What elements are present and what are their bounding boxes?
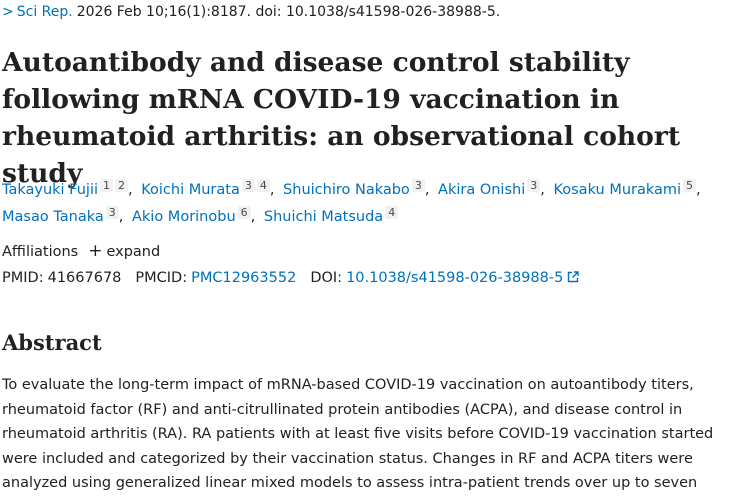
author-separator: , (696, 182, 701, 198)
affiliation-number[interactable]: 3 (105, 206, 119, 219)
author-link[interactable]: Shuichiro Nakabo (283, 182, 410, 198)
pmcid-label: PMCID: (135, 270, 188, 286)
author-separator: , (269, 182, 275, 198)
affiliations-expand-toggle[interactable]: + expand (78, 241, 161, 261)
identifiers-row: PMID: 41667678 PMCID: PMC12963552 DOI: 10.103… (2, 270, 580, 286)
plus-icon: + (88, 241, 103, 261)
journal-link[interactable]: Sci Rep. (16, 4, 73, 20)
author-entry: Akira Onishi 3, (438, 179, 549, 198)
abstract-line: rheumatoid arthritis (RA). RA patients w… (2, 426, 714, 442)
author-entry: Takayuki Fujii 1 2, (2, 179, 137, 198)
author-separator: , (250, 209, 256, 225)
author-separator: , (128, 182, 133, 198)
expand-label: expand (106, 244, 161, 260)
chevron-right-icon: > (2, 4, 14, 20)
author-link[interactable]: Shuichi Matsuda (263, 209, 384, 225)
author-entry: Koichi Murata 3 4, (141, 179, 278, 198)
affiliation-number[interactable]: 4 (385, 206, 399, 219)
external-link-icon (568, 271, 580, 283)
author-entry: Shuichiro Nakabo 3, (283, 179, 433, 198)
abstract-line: analyzed using generalized linear mixed … (2, 475, 698, 491)
author-separator: , (118, 209, 124, 225)
pmid-value: 41667678 (47, 270, 122, 286)
doi-value: 10.1038/s41598-026-38988-5 (346, 270, 564, 286)
affiliation-number[interactable]: 2 (115, 179, 128, 192)
affiliation-number[interactable]: 6 (237, 206, 251, 219)
abstract-text: To evaluate the long-term impact of mRNA… (2, 373, 748, 496)
affiliation-number[interactable]: 3 (527, 179, 541, 192)
pmcid-link[interactable]: PMC12963552 (191, 270, 297, 286)
author-entry: Akio Morinobu 6, (131, 206, 259, 225)
abstract-line: To evaluate the long-term impact of mRNA… (2, 377, 694, 393)
doi-label: DOI: (310, 270, 343, 286)
affiliation-number[interactable]: 5 (683, 179, 697, 192)
affiliations-row: Affiliations + expand (2, 241, 160, 261)
author-link[interactable]: Takayuki Fujii (2, 182, 98, 198)
author-separator: , (424, 182, 430, 198)
abstract-line: were included and categorized by their v… (2, 450, 693, 467)
author-separator: , (540, 182, 545, 198)
author-link[interactable]: Akira Onishi (438, 182, 526, 198)
abstract-heading: Abstract (2, 330, 102, 355)
affiliation-number[interactable]: 3 (241, 179, 255, 192)
author-link[interactable]: Kosaku Murakami (553, 182, 682, 198)
author-link[interactable]: Masao Tanaka (2, 209, 104, 225)
citation-line: > Sci Rep. 2026 Feb 10;16(1):8187. doi: 10… (2, 4, 500, 20)
affiliation-number[interactable]: 1 (100, 179, 113, 192)
author-entry: Kosaku Murakami 5, (553, 179, 704, 198)
article-title: Autoantibody and disease control stabili… (2, 47, 681, 189)
author-list: Takayuki Fujii 1 2, Koichi Murata 3 4, Shuic… (2, 177, 748, 231)
citation-details: 2026 Feb 10;16(1):8187. doi: 10.1038/s41… (76, 4, 501, 20)
abstract-line: rheumatoid factor (RF) and anti-citrulli… (2, 401, 683, 418)
author-entry: Shuichi Matsuda 4 (263, 206, 399, 225)
author-link[interactable]: Koichi Murata (141, 182, 240, 198)
author-entry: Masao Tanaka 3, (2, 206, 127, 225)
author-link[interactable]: Akio Morinobu (131, 209, 236, 225)
affiliation-number[interactable]: 3 (411, 179, 425, 192)
affiliations-label: Affiliations (2, 244, 79, 260)
doi-link[interactable]: 10.1038/s41598-026-38988-5 (346, 270, 580, 286)
pmid-label: PMID: (2, 270, 44, 286)
affiliation-number[interactable]: 4 (256, 179, 270, 192)
